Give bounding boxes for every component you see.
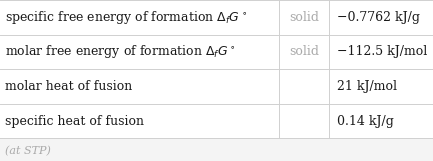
Text: (at STP): (at STP) xyxy=(5,146,51,156)
Text: specific free energy of formation $\Delta_f G^\circ$: specific free energy of formation $\Delt… xyxy=(5,9,247,26)
Text: solid: solid xyxy=(289,11,319,24)
Text: −112.5 kJ/mol: −112.5 kJ/mol xyxy=(337,45,427,58)
Bar xyxy=(0,104,433,138)
Text: molar free energy of formation $\Delta_f G^\circ$: molar free energy of formation $\Delta_f… xyxy=(5,43,236,60)
Text: 21 kJ/mol: 21 kJ/mol xyxy=(337,80,397,93)
Text: 0.14 kJ/g: 0.14 kJ/g xyxy=(337,115,394,128)
Text: molar heat of fusion: molar heat of fusion xyxy=(5,80,132,93)
Bar xyxy=(0,69,433,104)
Text: specific heat of fusion: specific heat of fusion xyxy=(5,115,144,128)
Text: solid: solid xyxy=(289,45,319,58)
Bar xyxy=(0,35,433,69)
Bar xyxy=(0,0,433,35)
Text: −0.7762 kJ/g: −0.7762 kJ/g xyxy=(337,11,420,24)
